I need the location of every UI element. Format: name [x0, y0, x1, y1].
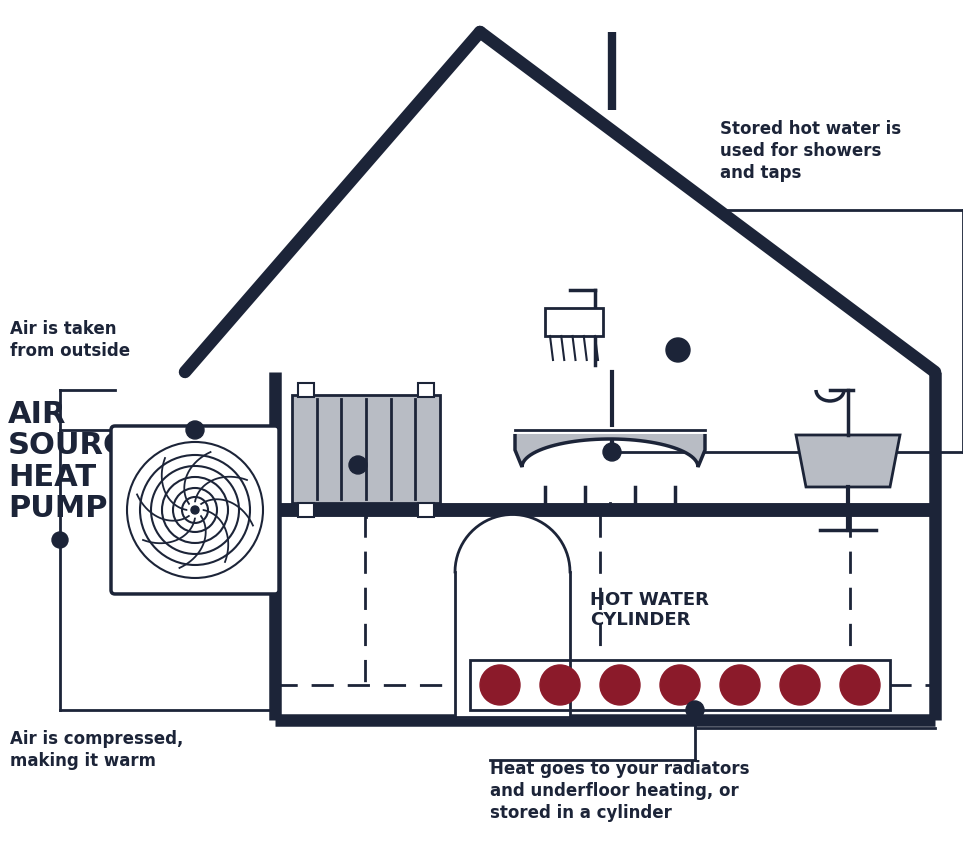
Bar [418, 503, 434, 517]
Circle shape [600, 665, 640, 705]
Circle shape [686, 701, 704, 719]
Bar [292, 395, 440, 503]
Circle shape [603, 443, 621, 461]
Circle shape [666, 338, 690, 362]
Text: Stored hot water is
used for showers
and taps: Stored hot water is used for showers and… [720, 120, 901, 182]
Text: HOT WATER
CYLINDER: HOT WATER CYLINDER [590, 590, 709, 629]
Bar [418, 383, 434, 397]
Circle shape [540, 665, 580, 705]
Polygon shape [515, 430, 705, 467]
Circle shape [840, 665, 880, 705]
Bar [298, 383, 314, 397]
Bar [545, 308, 603, 336]
Polygon shape [796, 435, 900, 487]
Circle shape [191, 506, 199, 514]
Circle shape [780, 665, 820, 705]
Text: Air is compressed,
making it warm: Air is compressed, making it warm [10, 730, 183, 770]
Circle shape [52, 532, 68, 548]
Text: AIR
SOURCE
HEAT
PUMP: AIR SOURCE HEAT PUMP [8, 400, 147, 523]
Circle shape [349, 456, 367, 474]
Circle shape [660, 665, 700, 705]
FancyBboxPatch shape [111, 426, 279, 594]
Text: Air is taken
from outside: Air is taken from outside [10, 320, 130, 360]
Circle shape [480, 665, 520, 705]
Text: Heat goes to your radiators
and underfloor heating, or
stored in a cylinder: Heat goes to your radiators and underflo… [490, 760, 749, 822]
Bar [470, 660, 890, 710]
Circle shape [188, 503, 202, 517]
Circle shape [720, 665, 760, 705]
Circle shape [186, 421, 204, 439]
Bar [298, 503, 314, 517]
